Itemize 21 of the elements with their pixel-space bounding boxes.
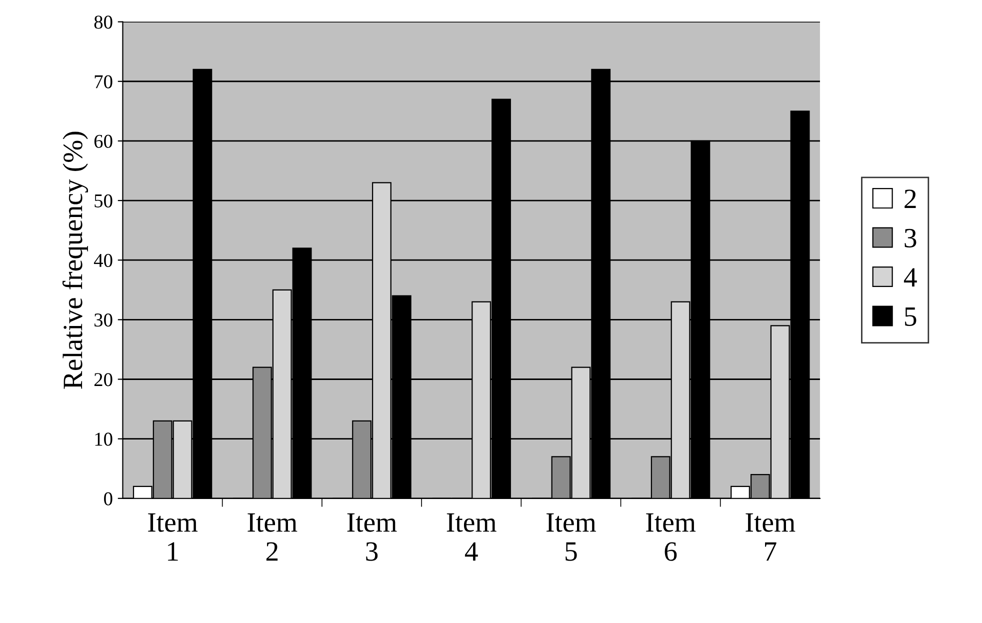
x-tick-label: Item 3	[347, 513, 397, 561]
x-tick-label: Item 7	[746, 513, 796, 561]
y-tick-label: 0	[104, 492, 112, 506]
x-tick-label: Item 6	[646, 513, 696, 561]
legend-label: 4	[904, 268, 917, 286]
y-tick-label: 50	[94, 194, 112, 208]
y-tick-label: 70	[94, 75, 112, 88]
y-tick-label: 10	[95, 432, 112, 446]
y-tick-label: 30	[94, 313, 112, 327]
x-tick-label: Item 2	[248, 513, 298, 561]
y-axis-title: Relative frequency (%)	[62, 132, 88, 389]
x-tick-label: Item 4	[446, 513, 496, 561]
y-tick-label: 20	[94, 373, 112, 386]
legend-label: 2	[904, 190, 916, 208]
legend-label: 5	[905, 308, 916, 326]
y-tick-label: 40	[94, 254, 112, 268]
x-tick-label: Item 5	[546, 513, 596, 561]
y-tick-label: 80	[94, 16, 112, 29]
legend-label: 3	[904, 228, 916, 248]
y-tick-label: 60	[94, 134, 112, 148]
x-tick-label: Item 1	[148, 513, 198, 561]
